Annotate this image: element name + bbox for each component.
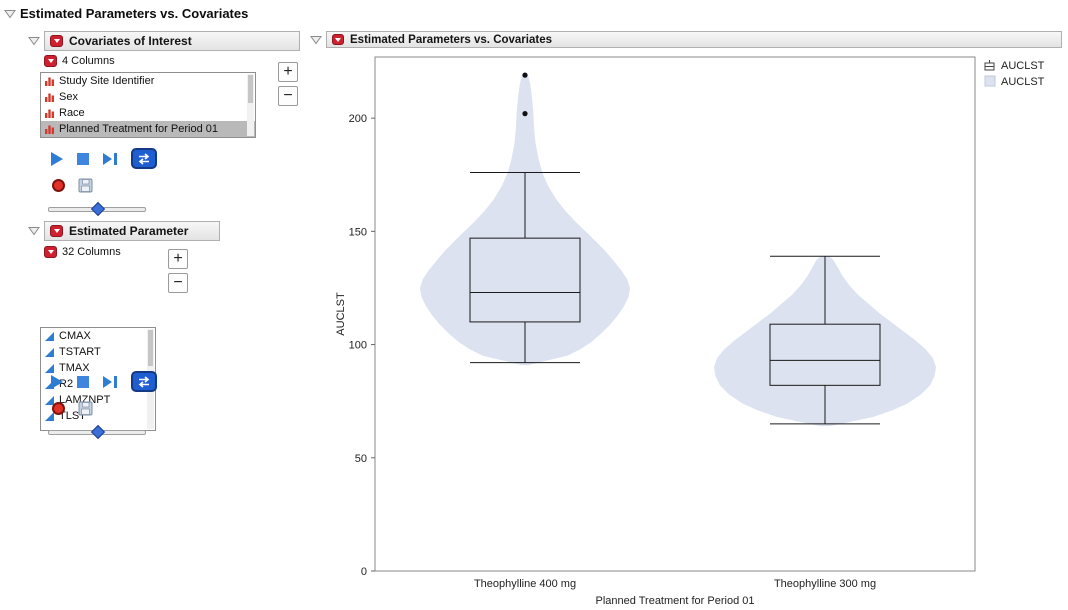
covariates-add-button[interactable]: +: [278, 62, 298, 82]
continuous-column-icon: [44, 411, 55, 422]
column-list-item[interactable]: Planned Treatment for Period 01: [41, 121, 255, 137]
column-label: Race: [59, 107, 85, 119]
parameters-remove-button[interactable]: −: [168, 273, 188, 293]
outlier-point[interactable]: [522, 111, 528, 117]
step-forward-icon[interactable]: [103, 152, 117, 165]
parameters-columns-label: 32 Columns: [62, 246, 121, 258]
legend-label[interactable]: AUCLST: [1001, 76, 1045, 88]
covariates-list[interactable]: Study Site Identifier Sex Race Planned Trea…: [40, 72, 256, 138]
y-tick-label: 0: [361, 566, 367, 578]
nominal-column-icon: [44, 108, 55, 119]
covariates-header[interactable]: Covariates of Interest: [44, 31, 300, 51]
covariates-speed-slider[interactable]: [48, 201, 146, 217]
column-label: TMAX: [59, 362, 90, 374]
covariates-columns-label: 4 Columns: [62, 55, 115, 67]
play-icon[interactable]: [51, 151, 63, 166]
column-list-item[interactable]: Race: [41, 105, 255, 121]
column-label: LAMZNPT: [59, 394, 111, 406]
main-disclosure-icon[interactable]: [4, 9, 16, 19]
covariates-title: Covariates of Interest: [69, 34, 192, 48]
column-list-item[interactable]: LAMZNPT: [41, 392, 155, 408]
column-list-item[interactable]: CMAX: [41, 328, 155, 344]
legend-fill-swatch: [984, 75, 996, 87]
covariates-disclosure-icon[interactable]: [28, 36, 40, 46]
record-icon[interactable]: [52, 179, 65, 192]
column-label: Study Site Identifier: [59, 75, 155, 87]
column-list-item[interactable]: TSTART: [41, 344, 155, 360]
x-axis-title: Planned Treatment for Period 01: [596, 595, 755, 607]
stop-icon[interactable]: [77, 375, 89, 388]
stop-icon[interactable]: [77, 152, 89, 165]
continuous-column-icon: [44, 347, 55, 358]
y-axis-title: AUCLST: [335, 292, 347, 336]
covariates-record-row: [52, 178, 93, 193]
column-list-item[interactable]: Study Site Identifier: [41, 73, 255, 89]
report-menu-icon[interactable]: [332, 34, 344, 45]
play-icon[interactable]: [51, 374, 63, 389]
column-label: Sex: [59, 91, 78, 103]
step-forward-icon[interactable]: [103, 375, 117, 388]
record-icon[interactable]: [52, 402, 65, 415]
column-label: Planned Treatment for Period 01: [59, 123, 218, 135]
parameters-header[interactable]: Estimated Parameter: [44, 221, 220, 241]
save-icon[interactable]: [78, 178, 93, 193]
parameters-record-row: [52, 401, 93, 416]
covariates-menu-icon[interactable]: [50, 35, 63, 47]
box-plot-box[interactable]: [469, 237, 581, 323]
column-list-item[interactable]: TMAX: [41, 360, 155, 376]
parameters-transport: [51, 371, 157, 392]
covariates-transport: [51, 148, 157, 169]
x-category-label: Theophylline 400 mg: [474, 578, 576, 590]
y-tick-label: 100: [349, 340, 367, 352]
page-title: Estimated Parameters vs. Covariates: [20, 6, 249, 21]
covariates-scrollbar[interactable]: [247, 74, 254, 136]
column-label: TSTART: [59, 346, 101, 358]
report-title: Estimated Parameters vs. Covariates: [350, 33, 552, 46]
outlier-point[interactable]: [522, 72, 528, 78]
parameters-columns-row: 32 Columns: [44, 246, 121, 258]
y-tick-label: 50: [355, 453, 367, 465]
nominal-column-icon: [44, 124, 55, 135]
covariates-columns-menu-icon[interactable]: [44, 55, 57, 67]
box-plot-box[interactable]: [769, 323, 881, 386]
save-icon[interactable]: [78, 401, 93, 416]
report-header[interactable]: Estimated Parameters vs. Covariates: [326, 31, 1062, 48]
parameters-columns-menu-icon[interactable]: [44, 246, 57, 258]
continuous-column-icon: [44, 395, 55, 406]
loop-arrows-icon: [138, 375, 150, 388]
loop-arrows-icon: [138, 152, 150, 165]
scrollbar-thumb[interactable]: [148, 330, 153, 366]
report-disclosure-icon[interactable]: [310, 35, 322, 45]
column-list-item[interactable]: Sex: [41, 89, 255, 105]
parameters-add-button[interactable]: +: [168, 249, 188, 269]
legend-label[interactable]: AUCLST: [1001, 60, 1045, 72]
violin-box-chart[interactable]: 0 50 100 150 200 Theophylline 400 mg Theophyll…: [330, 52, 1068, 610]
scrollbar-thumb[interactable]: [248, 75, 253, 103]
loop-button[interactable]: [131, 148, 157, 169]
x-category-label: Theophylline 300 mg: [774, 578, 876, 590]
y-tick-label: 150: [349, 226, 367, 238]
covariates-columns-row: 4 Columns: [44, 55, 115, 67]
continuous-column-icon: [44, 363, 55, 374]
loop-button[interactable]: [131, 371, 157, 392]
nominal-column-icon: [44, 76, 55, 87]
nominal-column-icon: [44, 92, 55, 103]
parameters-title: Estimated Parameter: [69, 224, 189, 238]
slider-thumb[interactable]: [90, 201, 106, 217]
parameters-menu-icon[interactable]: [50, 225, 63, 237]
slider-thumb[interactable]: [90, 424, 106, 440]
parameters-disclosure-icon[interactable]: [28, 226, 40, 236]
y-tick-label: 200: [349, 113, 367, 125]
continuous-column-icon: [44, 331, 55, 342]
covariates-remove-button[interactable]: −: [278, 86, 298, 106]
column-label: CMAX: [59, 330, 91, 342]
parameters-speed-slider[interactable]: [48, 424, 146, 440]
